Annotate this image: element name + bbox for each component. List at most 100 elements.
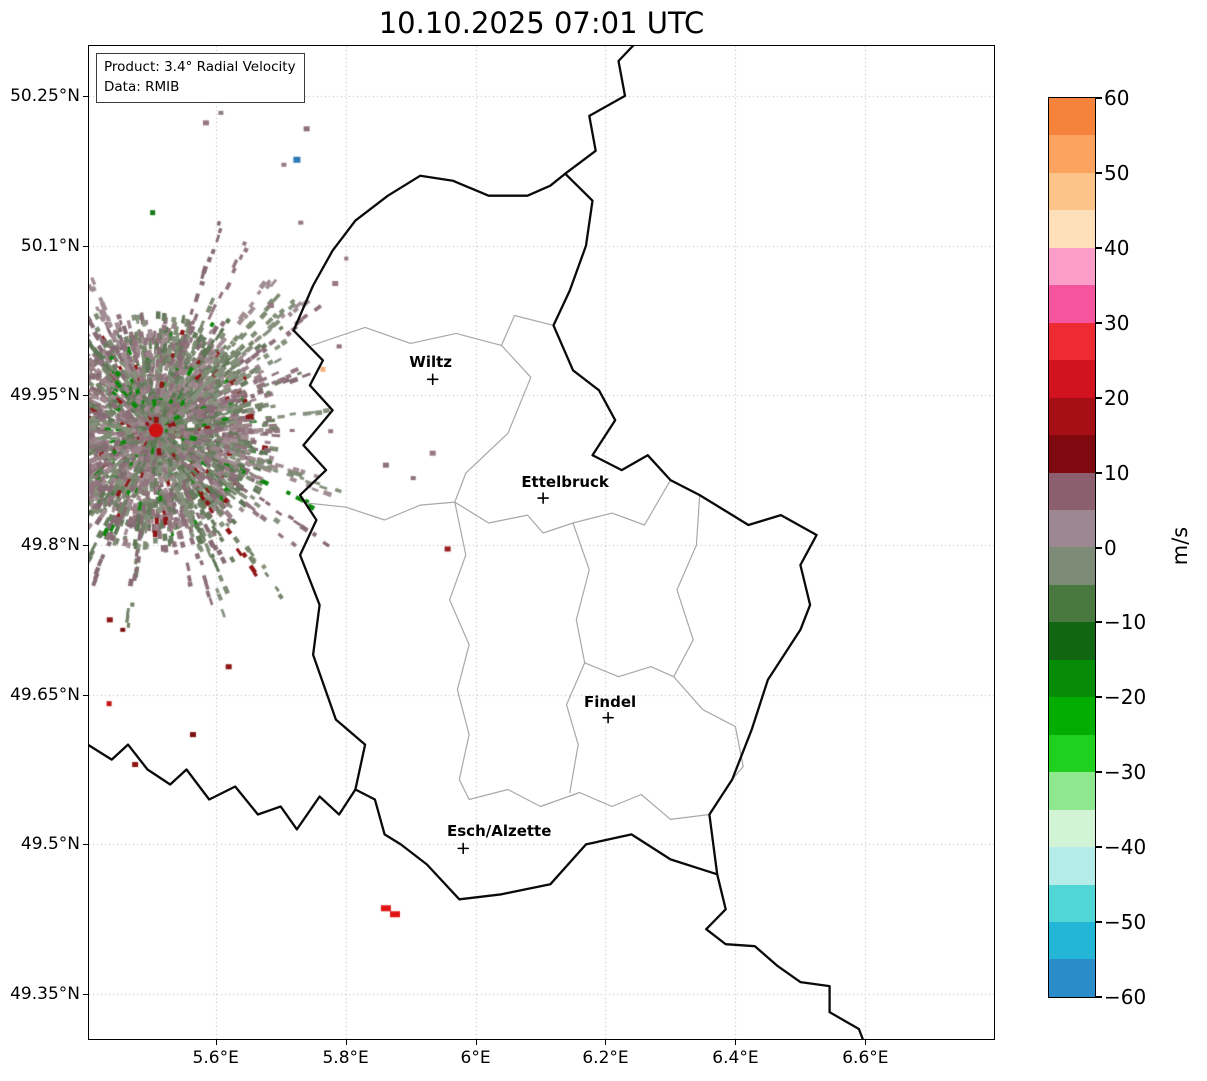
y-tick-label: 49.5°N <box>20 834 80 855</box>
colorbar-tick-label: 0 <box>1104 535 1117 560</box>
colorbar-tick-label: −30 <box>1104 760 1147 785</box>
x-tick-label: 5.6°E <box>192 1048 239 1068</box>
product-line: Product: 3.4° Radial Velocity <box>104 59 296 75</box>
x-tick-mark <box>735 1040 737 1045</box>
city-label: Ettelbruck <box>521 473 609 492</box>
colorbar-tick-label: 50 <box>1104 160 1130 185</box>
colorbar-band <box>1049 659 1095 698</box>
colorbar-band <box>1049 135 1095 173</box>
map-borders-svg <box>89 46 864 1039</box>
colorbar-tick-label: 40 <box>1104 235 1130 260</box>
district-border-line <box>584 662 675 678</box>
x-tick-mark <box>475 1040 477 1045</box>
colorbar-band <box>1049 734 1095 773</box>
neighbor-border-line <box>705 873 864 1039</box>
radar-echo-layer <box>89 46 994 1039</box>
colorbar-tick-mark <box>1096 246 1102 249</box>
district-border-line <box>311 326 503 346</box>
y-tick-mark <box>83 95 88 97</box>
colorbar-tick-label: −60 <box>1104 985 1147 1009</box>
colorbar-tick-label: 30 <box>1104 310 1130 335</box>
colorbar-tick-mark <box>1096 696 1102 699</box>
colorbar-band <box>1049 809 1095 848</box>
district-border-line <box>565 522 590 794</box>
colorbar-tick-label: 20 <box>1104 385 1130 410</box>
x-tick-mark <box>865 1040 867 1045</box>
colorbar-tick-mark <box>1096 396 1102 399</box>
y-tick-label: 49.95°N <box>10 385 80 406</box>
y-tick-mark <box>83 245 88 247</box>
country-border-luxembourg <box>292 172 818 901</box>
colorbar <box>1048 97 1096 998</box>
colorbar-tick-mark <box>1096 846 1102 849</box>
colorbar-band <box>1049 98 1095 136</box>
city-label: Esch/Alzette <box>447 822 552 841</box>
colorbar-band <box>1049 622 1095 660</box>
colorbar-tick-mark <box>1096 621 1102 624</box>
colorbar-tick-mark <box>1096 771 1102 774</box>
colorbar-unit-label: m/s <box>1168 526 1192 566</box>
colorbar-tick-mark <box>1096 471 1102 474</box>
y-tick-label: 49.65°N <box>10 684 80 705</box>
product-info-box: Product: 3.4° Radial Velocity Data: RMIB <box>96 53 305 103</box>
x-tick-label: 6.4°E <box>712 1048 759 1068</box>
colorbar-band <box>1049 210 1095 248</box>
colorbar-tick-mark <box>1096 171 1102 174</box>
colorbar-band <box>1049 172 1095 211</box>
colorbar-band <box>1049 247 1095 286</box>
neighbor-border-line <box>564 46 635 175</box>
district-border-line <box>454 314 555 503</box>
x-tick-label: 6.2°E <box>582 1048 629 1068</box>
y-tick-label: 49.8°N <box>20 534 80 555</box>
colorbar-tick-mark <box>1096 996 1102 998</box>
y-tick-mark <box>83 395 88 397</box>
x-tick-mark <box>345 1040 347 1045</box>
colorbar-band <box>1049 360 1095 398</box>
data-source-line: Data: RMIB <box>104 79 180 96</box>
colorbar-band <box>1049 847 1095 885</box>
colorbar-bands <box>1049 98 1095 997</box>
y-tick-mark <box>83 844 88 846</box>
y-tick-label: 50.25°N <box>10 85 80 106</box>
map-plot: Product: 3.4° Radial Velocity Data: RMIB… <box>88 45 995 1040</box>
colorbar-band <box>1049 435 1095 473</box>
colorbar-tick-label: −40 <box>1104 835 1147 860</box>
colorbar-band <box>1049 509 1095 548</box>
colorbar-band <box>1049 547 1095 585</box>
colorbar-band <box>1049 322 1095 361</box>
city-plus-markers <box>426 373 614 855</box>
colorbar-tick-label: −50 <box>1104 910 1147 935</box>
y-tick-mark <box>83 994 88 996</box>
x-tick-label: 5.8°E <box>322 1048 369 1068</box>
colorbar-tick-mark <box>1096 321 1102 324</box>
district-border-line <box>307 479 672 534</box>
x-tick-label: 6.6°E <box>842 1048 889 1068</box>
chart-title: 10.10.2025 07:01 UTC <box>378 6 705 40</box>
colorbar-band <box>1049 921 1095 960</box>
y-tick-mark <box>83 694 88 696</box>
colorbar-tick-label: 10 <box>1104 460 1130 485</box>
x-tick-label: 6°E <box>460 1048 491 1068</box>
y-tick-label: 50.1°N <box>20 235 80 256</box>
neighbor-border-line <box>89 743 357 831</box>
colorbar-band <box>1049 285 1095 323</box>
colorbar-band <box>1049 884 1095 922</box>
colorbar-tick-mark <box>1096 97 1102 99</box>
colorbar-tick-mark <box>1096 546 1102 549</box>
colorbar-band <box>1049 584 1095 623</box>
colorbar-band <box>1049 697 1095 735</box>
colorbar-tick-label: −20 <box>1104 685 1147 710</box>
colorbar-band <box>1049 472 1095 510</box>
x-tick-mark <box>605 1040 607 1045</box>
district-border-line <box>468 788 710 820</box>
colorbar-tick-mark <box>1096 921 1102 924</box>
y-tick-label: 49.35°N <box>10 984 80 1005</box>
city-label: Findel <box>584 692 637 711</box>
colorbar-band <box>1049 959 1095 997</box>
colorbar-band <box>1049 772 1095 810</box>
colorbar-tick-label: 60 <box>1104 86 1130 110</box>
district-border-line <box>673 494 744 781</box>
district-border-line <box>449 501 470 801</box>
colorbar-tick-label: −10 <box>1104 610 1147 635</box>
